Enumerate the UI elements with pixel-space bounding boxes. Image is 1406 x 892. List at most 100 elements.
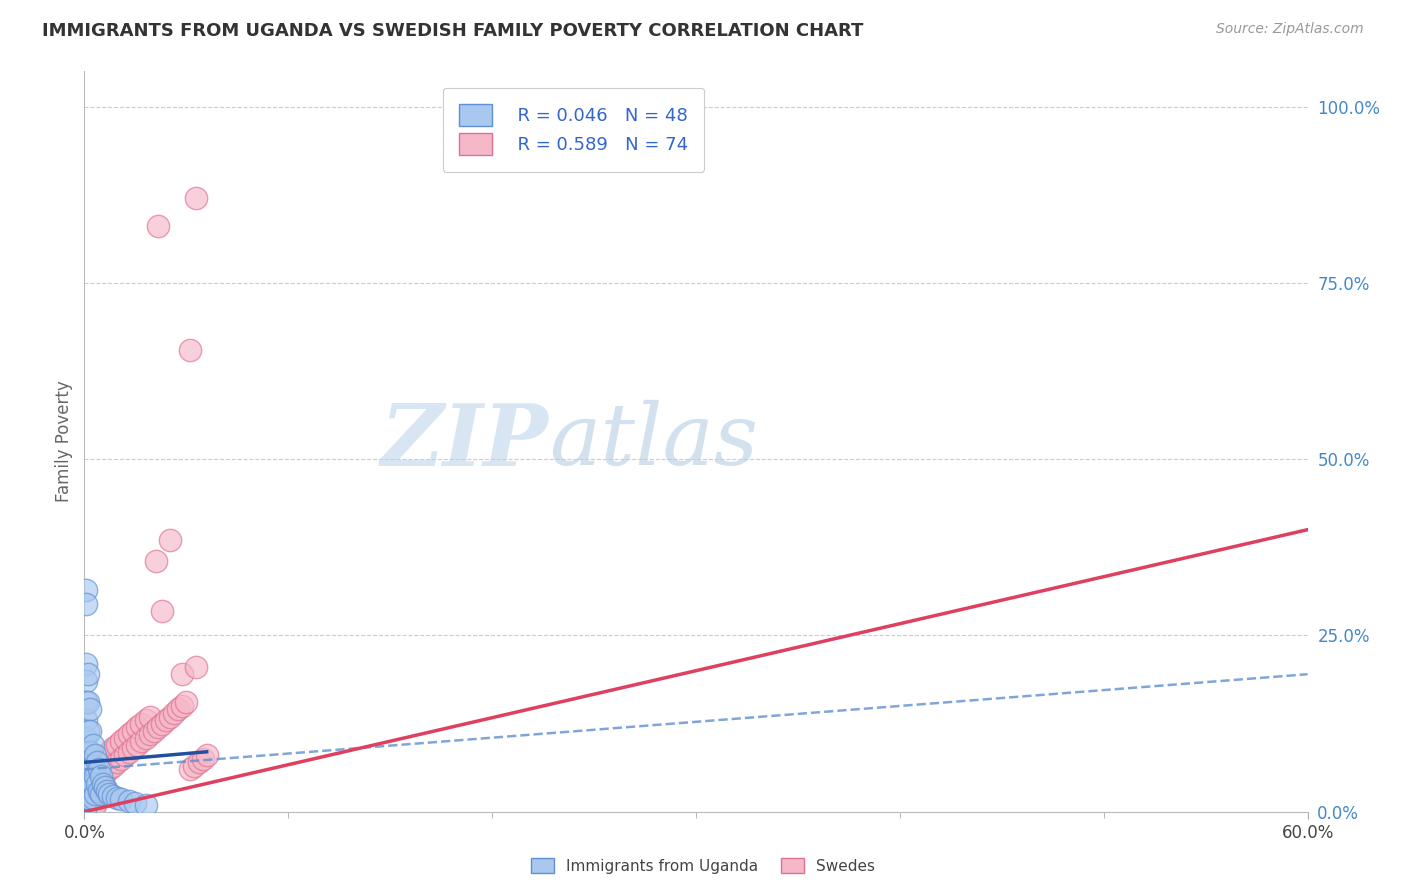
Point [179,343,201,357]
Point [87,776,110,790]
Point [179,763,201,777]
Point [135,713,157,727]
Point [79,799,101,814]
Point [83,783,105,797]
Point [90,769,112,783]
Point [75,657,97,671]
Point [90,756,112,770]
Point [75,766,97,780]
Point [91,769,114,783]
Point [75,799,97,814]
Point [75,713,97,727]
Point [82,759,104,773]
Point [75,582,97,597]
Point [114,748,136,763]
Point [86,763,108,777]
Point [77,799,100,814]
Point [75,766,97,780]
Legend:   R = 0.046   N = 48,   R = 0.589   N = 74: R = 0.046 N = 48, R = 0.589 N = 74 [443,87,704,171]
Point [122,723,145,738]
Point [75,801,97,815]
Text: Source: ZipAtlas.com: Source: ZipAtlas.com [1216,22,1364,37]
Point [75,787,97,801]
Point [159,533,181,548]
Point [82,790,104,805]
Point [105,790,128,805]
Point [97,745,120,759]
Point [82,787,104,801]
Point [79,763,101,777]
Text: atlas: atlas [550,401,758,483]
Point [135,797,157,812]
Point [91,752,114,766]
Point [75,780,97,794]
Point [77,794,100,808]
Point [122,741,145,756]
Point [110,792,132,806]
Point [75,731,97,745]
Legend: Immigrants from Uganda, Swedes: Immigrants from Uganda, Swedes [524,852,882,880]
Point [146,219,169,234]
Point [83,798,105,813]
Point [77,790,100,805]
Point [90,772,112,787]
Point [114,731,136,745]
Point [77,780,100,794]
Point [75,752,97,766]
Point [105,756,128,770]
Point [87,783,110,797]
Point [135,731,157,745]
Point [93,780,115,794]
Point [118,745,141,759]
Point [91,776,114,790]
Point [82,759,104,773]
Point [83,766,105,780]
Point [90,787,112,801]
Point [174,695,197,709]
Point [131,734,153,748]
Point [87,759,110,773]
Point [150,716,173,731]
Point [118,794,141,808]
Point [77,759,100,773]
Point [172,667,194,681]
Point [79,776,101,790]
Point [79,792,101,806]
Point [167,702,190,716]
Point [79,702,101,716]
Point [150,604,173,618]
Point [77,783,100,797]
Point [77,667,100,681]
Point [187,756,209,770]
Point [87,763,110,777]
Point [79,763,101,777]
Point [79,723,101,738]
Point [93,748,115,763]
Point [75,597,97,611]
Point [77,723,100,738]
Point [82,738,104,752]
Point [86,776,108,790]
Point [75,794,97,808]
Point [83,769,105,783]
Point [86,756,108,770]
Text: IMMIGRANTS FROM UGANDA VS SWEDISH FAMILY POVERTY CORRELATION CHART: IMMIGRANTS FROM UGANDA VS SWEDISH FAMILY… [42,22,863,40]
Point [172,698,194,713]
Point [127,720,149,734]
Point [83,748,105,763]
Point [146,720,169,734]
Point [163,706,186,720]
Point [186,660,208,674]
Y-axis label: Family Poverty: Family Poverty [55,381,73,502]
Point [79,780,101,794]
Point [145,554,167,568]
Point [82,772,104,787]
Point [101,741,124,756]
Point [142,723,165,738]
Point [77,745,100,759]
Point [75,797,97,812]
Point [186,191,208,205]
Point [159,709,181,723]
Text: ZIP: ZIP [381,400,550,483]
Point [101,759,124,773]
